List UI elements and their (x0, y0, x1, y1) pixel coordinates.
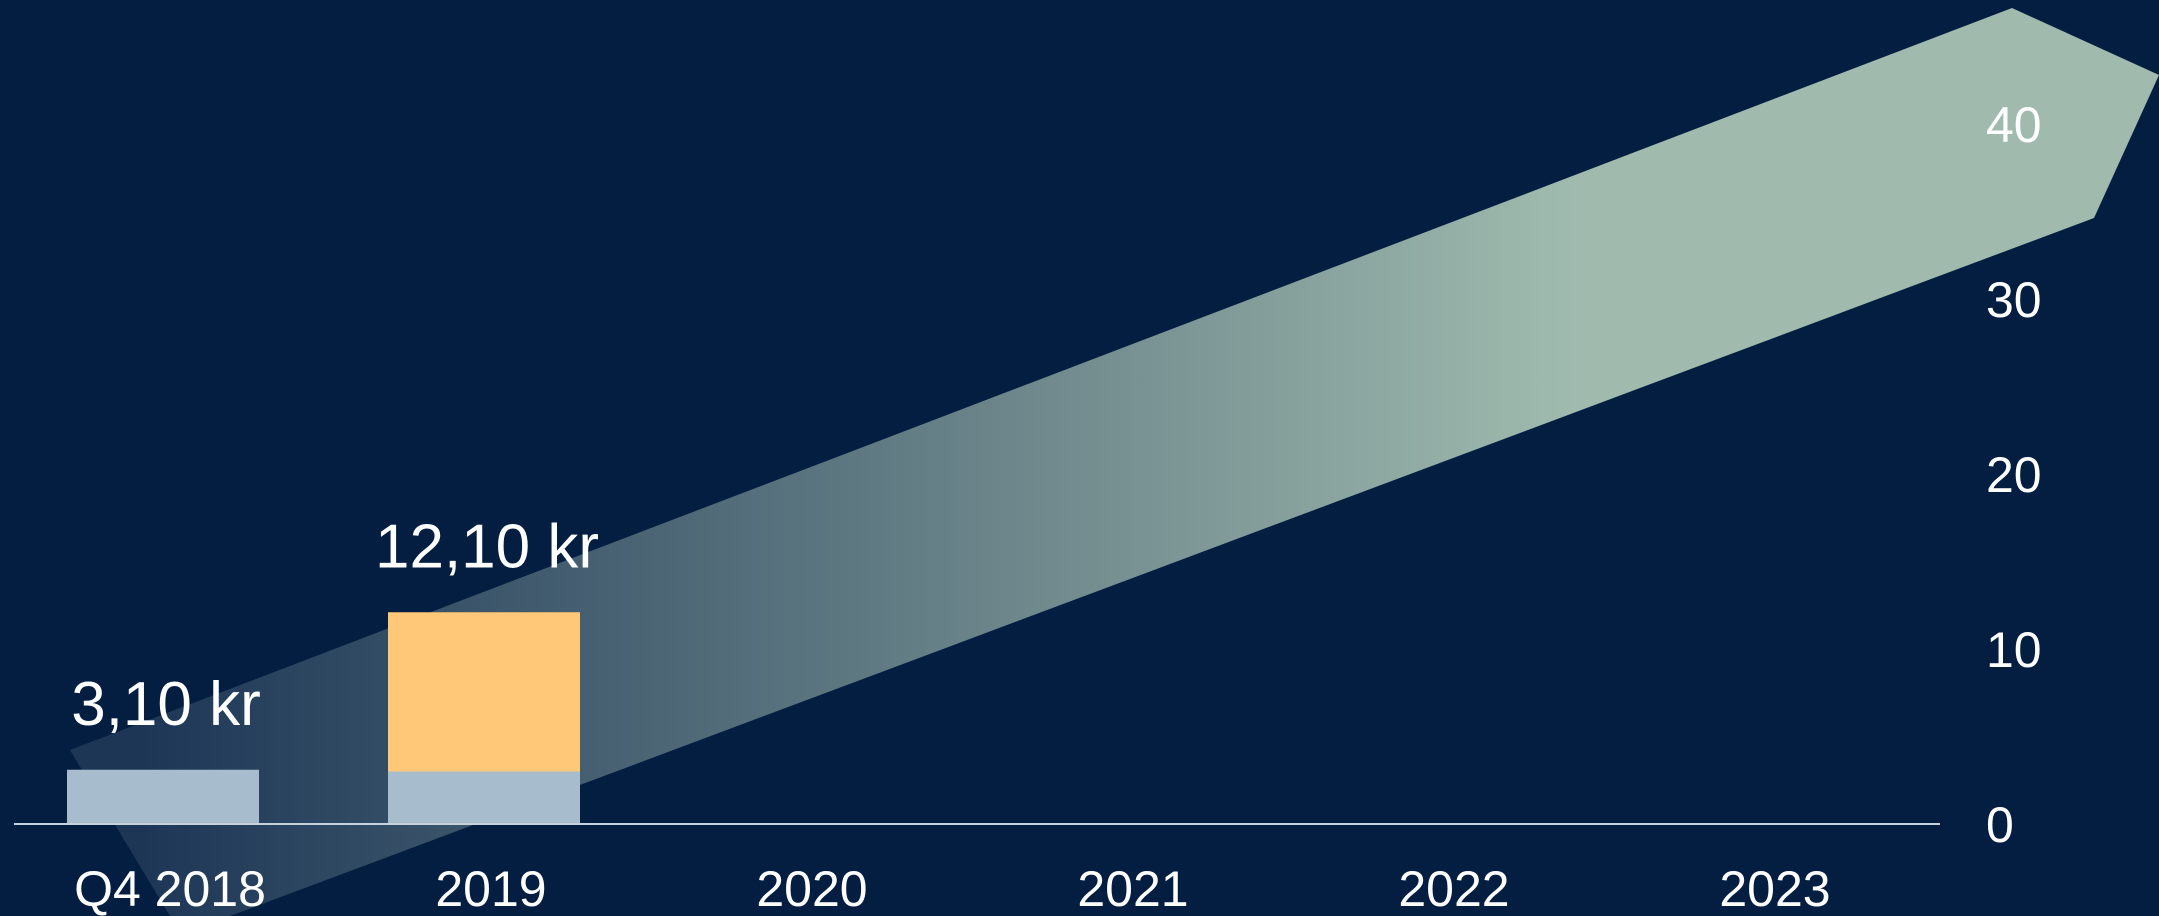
y-tick-label: 10 (1986, 622, 2042, 678)
y-tick-label: 30 (1986, 272, 2042, 328)
x-tick-label: 2023 (1719, 861, 1830, 916)
x-tick-label: 2021 (1077, 861, 1188, 916)
data-labels: 3,10 kr 12,10 kr (71, 512, 599, 739)
bar-group (67, 612, 580, 824)
data-label: 12,10 kr (375, 512, 599, 581)
y-tick-labels: 0 10 20 30 40 (1986, 97, 2042, 853)
bar-base-1 (388, 771, 580, 824)
x-tick-label: 2022 (1398, 861, 1509, 916)
growth-arrow (70, 8, 2159, 916)
y-tick-label: 20 (1986, 447, 2042, 503)
x-tick-label: 2019 (435, 861, 546, 916)
y-tick-label: 40 (1986, 97, 2042, 153)
data-label: 3,10 kr (71, 670, 261, 739)
y-tick-label: 0 (1986, 797, 2014, 853)
x-tick-label: Q4 2018 (74, 861, 266, 916)
x-tick-labels: Q4 2018 2019 2020 2021 2022 2023 (74, 861, 1831, 916)
bar-base-0 (67, 769, 259, 824)
x-tick-label: 2020 (756, 861, 867, 916)
bar-top-1 (388, 612, 580, 772)
